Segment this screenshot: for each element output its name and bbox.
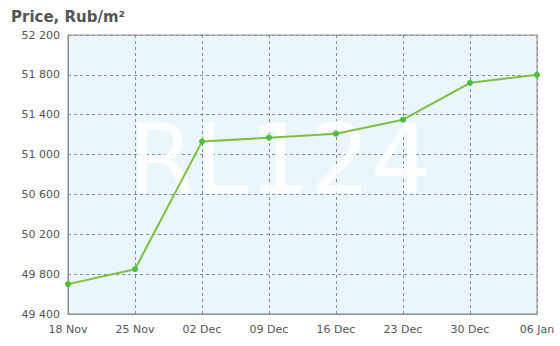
svg-text:50 200: 50 200 <box>22 228 61 241</box>
svg-text:25 Nov: 25 Nov <box>116 323 155 336</box>
svg-text:52 200: 52 200 <box>22 29 61 42</box>
svg-text:02 Dec: 02 Dec <box>183 323 222 336</box>
svg-text:51 800: 51 800 <box>22 68 61 81</box>
svg-text:51 400: 51 400 <box>22 108 61 121</box>
svg-text:50 600: 50 600 <box>22 188 61 201</box>
svg-text:RL124: RL124 <box>128 104 431 216</box>
svg-text:49 400: 49 400 <box>22 308 61 321</box>
svg-text:23 Dec: 23 Dec <box>384 323 423 336</box>
svg-text:Price, Rub/m²: Price, Rub/m² <box>11 8 125 26</box>
svg-text:49 800: 49 800 <box>22 268 61 281</box>
svg-text:16 Dec: 16 Dec <box>317 323 356 336</box>
svg-text:18 Nov: 18 Nov <box>49 323 88 336</box>
svg-text:09 Dec: 09 Dec <box>250 323 289 336</box>
svg-text:51 000: 51 000 <box>22 148 61 161</box>
svg-text:30 Dec: 30 Dec <box>451 323 490 336</box>
svg-text:06 Jan: 06 Jan <box>520 323 554 336</box>
